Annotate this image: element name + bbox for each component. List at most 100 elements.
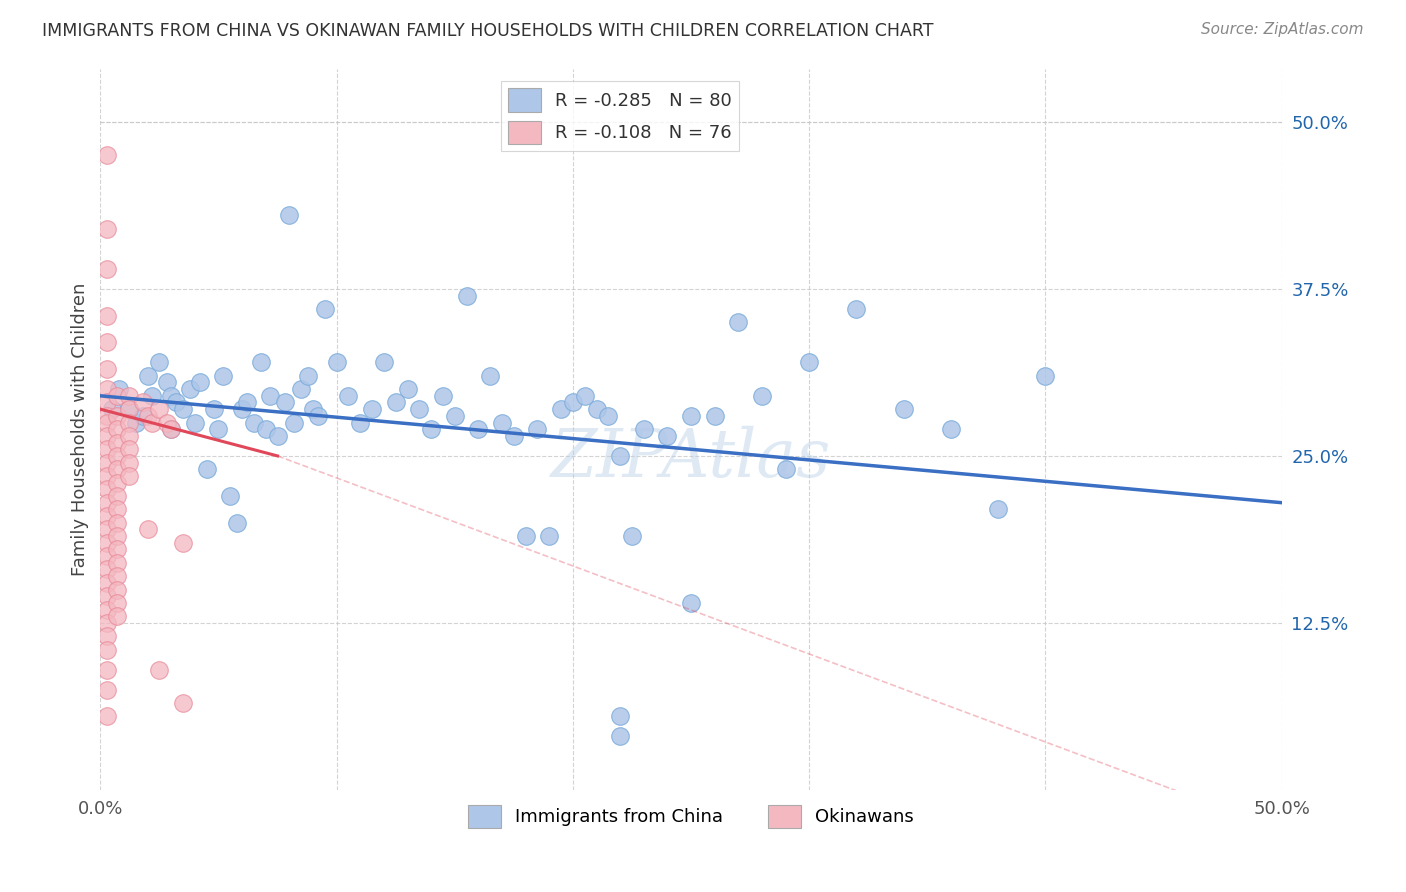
Point [96, 429, 118, 443]
Point [188, 376, 211, 390]
Point [231, 402, 253, 417]
Point [679, 596, 702, 610]
Point [893, 402, 915, 417]
Point [226, 516, 249, 530]
Point [96, 602, 118, 616]
Point [96, 562, 118, 576]
Point [179, 382, 201, 396]
Point [609, 730, 631, 744]
Point [101, 402, 124, 417]
Point [202, 402, 225, 417]
Point [105, 475, 128, 490]
Point [290, 382, 312, 396]
Point [219, 489, 242, 503]
Point [502, 429, 524, 443]
Point [96, 496, 118, 510]
Point [302, 402, 325, 417]
Point [105, 435, 128, 450]
Point [118, 456, 141, 470]
Point [148, 402, 170, 417]
Point [160, 422, 183, 436]
Point [515, 529, 537, 543]
Point [132, 395, 155, 409]
Point [105, 516, 128, 530]
Point [148, 663, 170, 677]
Point [561, 395, 583, 409]
Point [236, 395, 259, 409]
Text: Source: ZipAtlas.com: Source: ZipAtlas.com [1201, 22, 1364, 37]
Point [96, 395, 118, 409]
Point [585, 402, 607, 417]
Point [633, 422, 655, 436]
Point [550, 402, 572, 417]
Y-axis label: Family Households with Children: Family Households with Children [72, 283, 89, 576]
Point [96, 709, 118, 723]
Point [259, 389, 281, 403]
Point [987, 502, 1010, 516]
Point [118, 442, 141, 457]
Point [160, 389, 183, 403]
Point [141, 416, 163, 430]
Point [96, 523, 118, 537]
Point [105, 449, 128, 463]
Point [939, 422, 962, 436]
Point [136, 368, 159, 383]
Point [775, 462, 797, 476]
Point [195, 462, 218, 476]
Point [283, 416, 305, 430]
Point [96, 362, 118, 376]
Point [491, 416, 513, 430]
Point [96, 642, 118, 657]
Point [574, 389, 596, 403]
Point [155, 416, 177, 430]
Point [96, 663, 118, 677]
Point [136, 409, 159, 423]
Point [751, 389, 773, 403]
Point [250, 355, 273, 369]
Point [105, 529, 128, 543]
Point [105, 542, 128, 557]
Text: IMMIGRANTS FROM CHINA VS OKINAWAN FAMILY HOUSEHOLDS WITH CHILDREN CORRELATION CH: IMMIGRANTS FROM CHINA VS OKINAWAN FAMILY… [42, 22, 934, 40]
Text: ZIPAtlas: ZIPAtlas [551, 425, 831, 491]
Legend: Immigrants from China, Okinawans: Immigrants from China, Okinawans [461, 797, 921, 835]
Point [361, 402, 384, 417]
Point [727, 315, 749, 329]
Point [538, 529, 561, 543]
Point [254, 422, 277, 436]
Point [108, 382, 131, 396]
Point [384, 395, 406, 409]
Point [373, 355, 395, 369]
Point [172, 535, 194, 549]
Point [243, 416, 266, 430]
Point [165, 395, 187, 409]
Point [96, 535, 118, 549]
Point [118, 416, 141, 430]
Point [620, 529, 643, 543]
Point [96, 442, 118, 457]
Point [96, 335, 118, 350]
Point [337, 389, 360, 403]
Point [408, 402, 430, 417]
Point [96, 416, 118, 430]
Point [456, 288, 478, 302]
Point [96, 409, 118, 423]
Point [105, 596, 128, 610]
Point [105, 422, 128, 436]
Point [105, 609, 128, 624]
Point [96, 261, 118, 276]
Point [105, 462, 128, 476]
Point [443, 409, 465, 423]
Point [105, 409, 128, 423]
Point [96, 549, 118, 563]
Point [184, 416, 207, 430]
Point [96, 148, 118, 162]
Point [349, 416, 371, 430]
Point [155, 376, 177, 390]
Point [105, 389, 128, 403]
Point [96, 575, 118, 590]
Point [266, 429, 288, 443]
Point [148, 355, 170, 369]
Point [657, 429, 679, 443]
Point [172, 402, 194, 417]
Point [609, 709, 631, 723]
